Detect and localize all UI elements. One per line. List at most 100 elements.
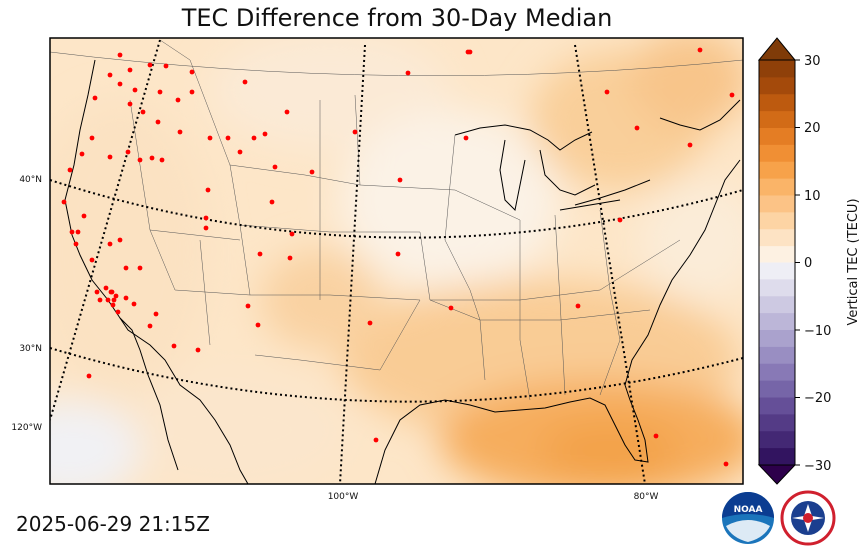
station-marker — [189, 69, 195, 75]
station-marker — [89, 257, 95, 263]
station-marker — [272, 164, 278, 170]
station-marker — [289, 231, 295, 237]
station-marker — [140, 109, 146, 115]
station-marker — [81, 213, 87, 219]
colorbar-segment — [759, 431, 795, 449]
colorbar-segment — [759, 161, 795, 179]
station-marker — [157, 89, 163, 95]
station-marker — [159, 157, 165, 163]
colorbar-segment — [759, 397, 795, 415]
station-marker — [153, 311, 159, 317]
colorbar-segment — [759, 346, 795, 365]
station-marker — [729, 92, 735, 98]
colorbar-tick-label: 10 — [804, 189, 821, 204]
colorbar-segment — [759, 228, 795, 247]
station-marker — [79, 151, 85, 157]
station-marker — [653, 433, 659, 439]
colorbar-segment — [759, 279, 795, 297]
colorbar-segment — [759, 296, 795, 314]
station-marker — [137, 265, 143, 271]
station-marker — [287, 255, 293, 261]
station-marker — [127, 101, 133, 107]
colorbar-segment — [759, 448, 795, 466]
station-marker — [67, 167, 73, 173]
station-marker — [113, 293, 119, 299]
noaa-logo: NOAA — [722, 492, 774, 544]
station-marker — [255, 322, 261, 328]
station-marker — [284, 109, 290, 115]
station-marker — [189, 89, 195, 95]
station-marker — [225, 135, 231, 141]
station-marker — [575, 303, 581, 309]
station-marker — [448, 305, 454, 311]
station-marker — [137, 157, 143, 163]
station-marker — [723, 461, 729, 467]
station-marker — [175, 97, 181, 103]
station-marker — [123, 295, 129, 301]
lon-label-120w: 120°W — [11, 423, 42, 433]
station-marker — [110, 302, 116, 308]
station-marker — [251, 135, 257, 141]
station-marker — [69, 229, 75, 235]
station-marker — [634, 125, 640, 131]
colorbar-tick-label: −10 — [804, 324, 831, 339]
station-marker — [73, 241, 79, 247]
nws-logo — [780, 490, 836, 546]
station-marker — [107, 241, 113, 247]
colorbar-segment — [759, 363, 795, 382]
station-marker — [269, 199, 275, 205]
station-marker — [604, 89, 610, 95]
station-marker — [262, 131, 268, 137]
station-marker — [97, 297, 103, 303]
colorbar-segment — [759, 414, 795, 432]
station-marker — [111, 297, 117, 303]
colorbar-ticks: 30 20 10 0 −10 −20 −30 — [795, 54, 831, 474]
station-marker — [131, 301, 137, 307]
map-title: TEC Difference from 30-Day Median — [181, 4, 613, 32]
station-marker — [352, 129, 358, 135]
colorbar-segment — [759, 211, 795, 230]
colorbar-segments — [759, 60, 795, 466]
station-marker — [115, 309, 121, 315]
colorbar-segment — [759, 330, 795, 348]
station-marker — [309, 169, 315, 175]
lat-label-30n: 30°N — [19, 344, 42, 354]
station-marker — [163, 63, 169, 69]
station-marker — [108, 289, 114, 295]
station-marker — [61, 199, 67, 205]
station-marker — [395, 251, 401, 257]
station-marker — [405, 70, 411, 76]
colorbar-tick-label: −30 — [804, 459, 831, 474]
station-marker — [94, 289, 100, 295]
station-marker — [123, 265, 129, 271]
graticule-lines — [50, 39, 743, 484]
station-marker — [117, 81, 123, 87]
colorbar-tick-label: −20 — [804, 391, 831, 406]
colorbar-label: Vertical TEC (TECU) — [846, 198, 861, 325]
station-marker — [467, 49, 473, 55]
state-borders — [50, 39, 743, 401]
station-marker — [117, 52, 123, 58]
station-marker — [207, 135, 213, 141]
map-frame — [49, 37, 744, 485]
station-marker — [86, 373, 92, 379]
station-marker — [203, 215, 209, 221]
timestamp: 2025-06-29 21:15Z — [16, 512, 210, 536]
station-marker — [463, 135, 469, 141]
lon-label-100w: 100°W — [328, 492, 359, 502]
station-marker — [617, 217, 623, 223]
colorbar-tick-label: 0 — [804, 256, 812, 271]
colorbar-segment — [759, 245, 795, 263]
colorbar-tick-label: 20 — [804, 121, 821, 136]
station-marker — [245, 303, 251, 309]
station-marker — [205, 187, 211, 193]
colorbar-segment — [759, 380, 795, 398]
station-marker — [203, 225, 209, 231]
station-marker — [697, 47, 703, 53]
station-marker — [147, 62, 153, 68]
colorbar-segment — [759, 195, 795, 213]
colorbar-segment — [759, 178, 795, 196]
station-marker — [107, 72, 113, 78]
